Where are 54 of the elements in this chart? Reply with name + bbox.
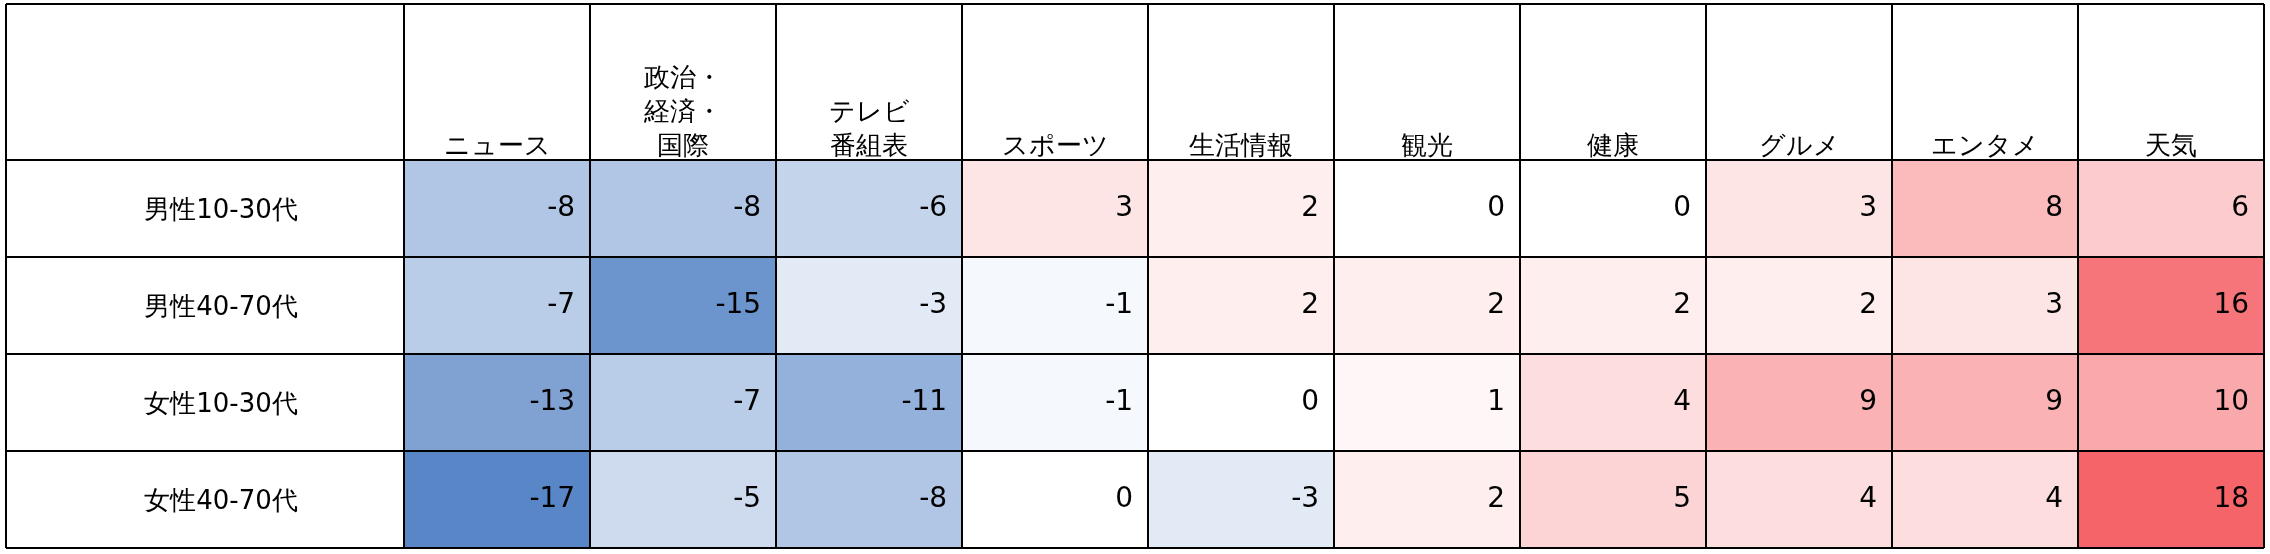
data-label: 2	[1301, 286, 1320, 320]
x-tick-label: エンタメ	[1931, 129, 2039, 160]
x-tick-label: 観光	[1401, 129, 1453, 160]
data-label: -3	[919, 286, 948, 320]
y-tick-label: 女性40-70代	[144, 484, 298, 515]
data-label: -15	[715, 286, 762, 320]
x-tick-label: 政治・経済・国際	[643, 62, 722, 160]
data-label: 9	[1859, 383, 1878, 417]
data-label: -1	[1105, 383, 1134, 417]
x-tick-label: 健康	[1587, 129, 1639, 160]
data-label: 3	[1859, 189, 1878, 223]
x-tick-label: テレビ番組表	[828, 96, 910, 160]
data-label: 3	[1115, 189, 1134, 223]
data-label: 2	[1673, 286, 1692, 320]
data-label: 2	[1859, 286, 1878, 320]
data-label: 4	[1673, 383, 1692, 417]
data-label: 9	[2045, 383, 2064, 417]
data-label: -5	[733, 480, 762, 514]
data-label: 10	[2213, 383, 2250, 417]
data-label: 18	[2213, 480, 2250, 514]
y-tick-label: 男性40-70代	[144, 290, 298, 321]
data-label: 4	[1859, 480, 1878, 514]
data-label: 4	[2045, 480, 2064, 514]
data-label: -11	[901, 383, 948, 417]
data-label: -8	[919, 480, 948, 514]
data-label: 1	[1487, 383, 1506, 417]
x-tick-label: 生活情報	[1189, 129, 1293, 160]
data-label: 0	[1487, 189, 1506, 223]
x-tick-label: スポーツ	[1001, 129, 1109, 160]
data-label: -17	[529, 480, 576, 514]
data-label: -3	[1291, 480, 1320, 514]
data-label: 3	[2045, 286, 2064, 320]
data-label: 0	[1673, 189, 1692, 223]
x-tick-label: ニュース	[443, 129, 551, 160]
data-label: -13	[529, 383, 576, 417]
x-tick-label: 天気	[2145, 129, 2197, 160]
data-label: 2	[1301, 189, 1320, 223]
data-label: -7	[547, 286, 576, 320]
data-label: -8	[733, 189, 762, 223]
data-label: -7	[733, 383, 762, 417]
data-label: 6	[2231, 189, 2250, 223]
data-label: 5	[1673, 480, 1692, 514]
data-label: -8	[547, 189, 576, 223]
data-label: 0	[1115, 480, 1134, 514]
data-label: 2	[1487, 286, 1506, 320]
data-label: -1	[1105, 286, 1134, 320]
y-tick-label: 男性10-30代	[144, 193, 298, 224]
data-label: -6	[919, 189, 948, 223]
x-tick-label: グルメ	[1758, 129, 1840, 160]
data-label: 8	[2045, 189, 2064, 223]
data-label: 0	[1301, 383, 1320, 417]
data-label: 2	[1487, 480, 1506, 514]
data-label: 16	[2213, 286, 2250, 320]
y-tick-label: 女性10-30代	[144, 387, 298, 418]
